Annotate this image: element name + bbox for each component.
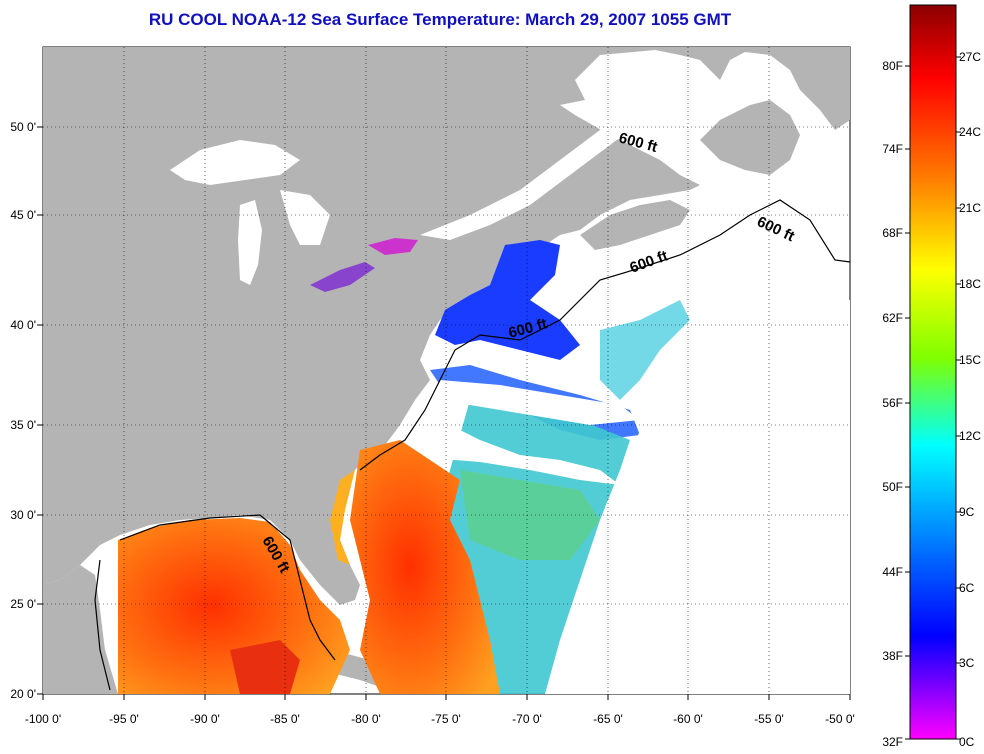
lat-tick-label: 30 0' xyxy=(10,508,36,522)
land-nova-scotia xyxy=(580,200,690,250)
colorbar-c-label: 15C xyxy=(959,353,981,367)
lon-tick-label: -80 0' xyxy=(351,712,381,726)
sst-gulf-of-mexico xyxy=(118,518,350,694)
colorbar-ticks xyxy=(905,56,961,740)
lon-tick-label: -50 0' xyxy=(825,712,855,726)
colorbar-c-label: 6C xyxy=(959,581,975,595)
colorbar-f-label: 44F xyxy=(882,565,903,579)
colorbar-c-label: 3C xyxy=(959,656,975,670)
lat-tick-label: 25 0' xyxy=(10,597,36,611)
lat-tick-label: 20 0' xyxy=(10,687,36,701)
colorbar-f-label: 68F xyxy=(882,226,903,240)
lake-michigan xyxy=(238,200,262,285)
map-title: RU COOL NOAA-12 Sea Surface Temperature:… xyxy=(148,10,732,29)
colorbar-c-label: 27C xyxy=(959,50,981,64)
colorbar-f-label: 74F xyxy=(882,142,903,156)
colorbar-c-label: 12C xyxy=(959,429,981,443)
lat-tick-label: 40 0' xyxy=(10,318,36,332)
lon-tick-label: -70 0' xyxy=(512,712,542,726)
lat-tick-label: 45 0' xyxy=(10,208,36,222)
land-mexico xyxy=(43,565,118,694)
colorbar-f-label: 50F xyxy=(882,480,903,494)
sst-cold-shelf xyxy=(435,240,580,360)
sst-gulf-stream xyxy=(350,440,500,694)
lon-tick-label: -60 0' xyxy=(673,712,703,726)
lon-tick-label: -55 0' xyxy=(754,712,784,726)
st-lawrence xyxy=(420,95,660,240)
land-newfoundland xyxy=(700,100,800,175)
colorbar-f-label: 62F xyxy=(882,311,903,325)
sst-warm-shelf xyxy=(330,470,355,565)
contour-600ft xyxy=(94,199,850,691)
colorbar-c-label: 18C xyxy=(959,277,981,291)
colorbar-f-label: 38F xyxy=(882,649,903,663)
sst-transition xyxy=(460,470,600,560)
grid-lines xyxy=(43,47,850,694)
lon-tick-label: -90 0' xyxy=(190,712,220,726)
colorbar-f-label: 32F xyxy=(882,735,903,749)
lon-tick-label: -100 0' xyxy=(25,712,61,726)
lake-erie xyxy=(310,262,375,292)
lon-tick-label: -85 0' xyxy=(270,712,300,726)
land-north-america xyxy=(43,47,850,605)
lake-huron xyxy=(280,190,330,245)
sst-caribbean xyxy=(230,640,300,694)
lon-tick-label: -75 0' xyxy=(431,712,461,726)
colorbar-c-label: 9C xyxy=(959,505,975,519)
cloud-patch-2 xyxy=(405,425,620,485)
lat-tick-label: 50 0' xyxy=(10,120,36,134)
lon-tick-label: -95 0' xyxy=(109,712,139,726)
lake-superior xyxy=(170,140,300,185)
colorbar-f-label: 80F xyxy=(882,59,903,73)
axis-ticks xyxy=(37,126,851,700)
colorbar-f-label: 56F xyxy=(882,396,903,410)
colorbar-c-label: 0C xyxy=(959,735,975,749)
colorbar-c-label: 24C xyxy=(959,125,981,139)
colorbar xyxy=(909,4,957,740)
swath-edge xyxy=(545,300,850,694)
lake-ontario xyxy=(368,238,418,255)
lat-tick-label: 35 0' xyxy=(10,418,36,432)
cloud-patch-1 xyxy=(430,380,640,425)
colorbar-c-label: 21C xyxy=(959,201,981,215)
lon-tick-label: -65 0' xyxy=(593,712,623,726)
